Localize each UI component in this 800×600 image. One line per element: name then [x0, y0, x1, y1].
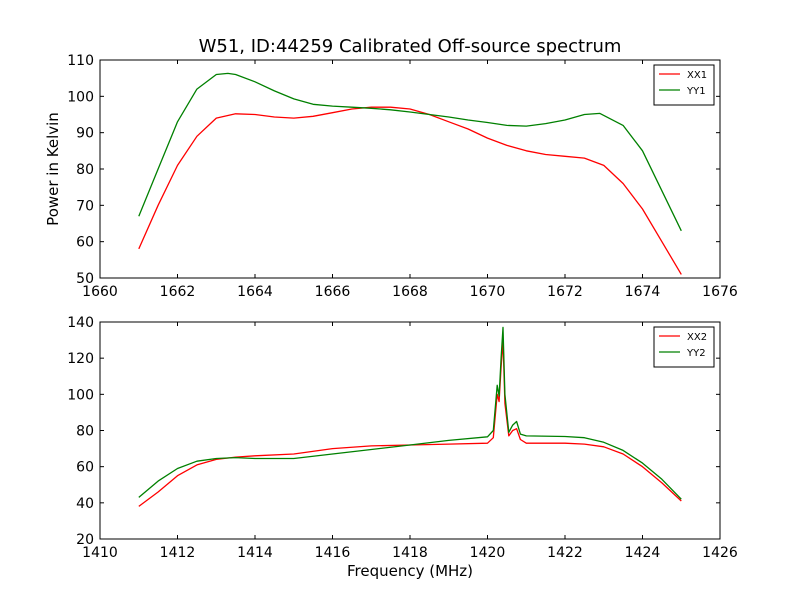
bottom-panel-ticks: 1410 1412 1414 1416 1418 1420 1422 1424 1426 20 40…	[67, 315, 738, 561]
top-panel-ytick-label: 90	[76, 126, 94, 142]
top-panel-xtick-label: 1666	[315, 284, 351, 300]
top-panel-series-xx1	[138, 106, 682, 275]
top-panel-ytick-label: 60	[76, 235, 94, 251]
top-panel-legend-label: XX1	[687, 70, 707, 81]
bottom-panel-legend-label: XX2	[687, 332, 707, 343]
bottom-panel-xtick-label: 1426	[702, 545, 738, 561]
bottom-panel-xtick-label: 1416	[315, 545, 351, 561]
bottom-panel-xtick-label: 1424	[625, 545, 661, 561]
top-panel-xtick-label: 1676	[702, 284, 738, 300]
bottom-panel-ytick-label: 80	[76, 424, 94, 440]
bottom-panel-ytick-label: 20	[76, 532, 94, 548]
figure-title: W51, ID:44259 Calibrated Off-source spec…	[199, 36, 622, 57]
top-panel-ytick-label: 80	[76, 162, 94, 178]
top-panel-ticks: 1660 1662 1664 1666 1668 1670 1672 1674 1676 50 60…	[67, 53, 738, 300]
bottom-panel-xtick-label: 1412	[160, 545, 196, 561]
top-panel-xtick-label: 1670	[470, 284, 506, 300]
bottom-panel-ytick-label: 120	[67, 351, 94, 367]
bottom-panel-ytick-label: 100	[67, 387, 94, 403]
top-panel-xtick-label: 1662	[160, 284, 196, 300]
top-panel-series-yy1	[138, 72, 682, 232]
bottom-panel-ytick-label: 40	[76, 496, 94, 512]
bottom-panel-ytick-label: 140	[67, 315, 94, 331]
bottom-panel-xlabel: Frequency (MHz)	[347, 562, 473, 580]
top-panel-ytick-label: 50	[76, 271, 94, 287]
top-panel-xtick-label: 1668	[392, 284, 428, 300]
bottom-panel-xtick-label: 1420	[470, 545, 506, 561]
top-panel-xtick-label: 1664	[237, 284, 273, 300]
top-panel-xtick-label: 1674	[625, 284, 661, 300]
bottom-panel-xtick-label: 1418	[392, 545, 428, 561]
top-panel-ylabel: Power in Kelvin	[44, 112, 62, 226]
bottom-panel-legend-box	[653, 326, 715, 368]
top-panel-ytick-label: 100	[67, 89, 94, 105]
top-panel-legend-label: YY1	[686, 86, 706, 97]
bottom-panel: 1410 1412 1414 1416 1418 1420 1422 1424 1426 20 40…	[67, 315, 738, 580]
bottom-panel-legend-label: YY2	[686, 348, 706, 359]
top-panel-legend-box	[653, 64, 715, 106]
top-panel-xtick-label: 1672	[547, 284, 583, 300]
top-panel-ytick-label: 110	[67, 53, 94, 69]
bottom-panel-series-yy2	[138, 326, 682, 500]
bottom-panel-ytick-label: 60	[76, 460, 94, 476]
top-panel: 1660 1662 1664 1666 1668 1670 1672 1674 1676 50 60…	[44, 53, 738, 300]
bottom-panel-xtick-label: 1414	[237, 545, 273, 561]
bottom-panel-traces	[138, 326, 682, 507]
bottom-panel-xtick-label: 1422	[547, 545, 583, 561]
top-panel-ytick-label: 70	[76, 198, 94, 214]
top-panel-xtick-label: 1660	[82, 284, 118, 300]
bottom-panel-xtick-label: 1410	[82, 545, 118, 561]
top-panel-traces	[138, 72, 682, 275]
